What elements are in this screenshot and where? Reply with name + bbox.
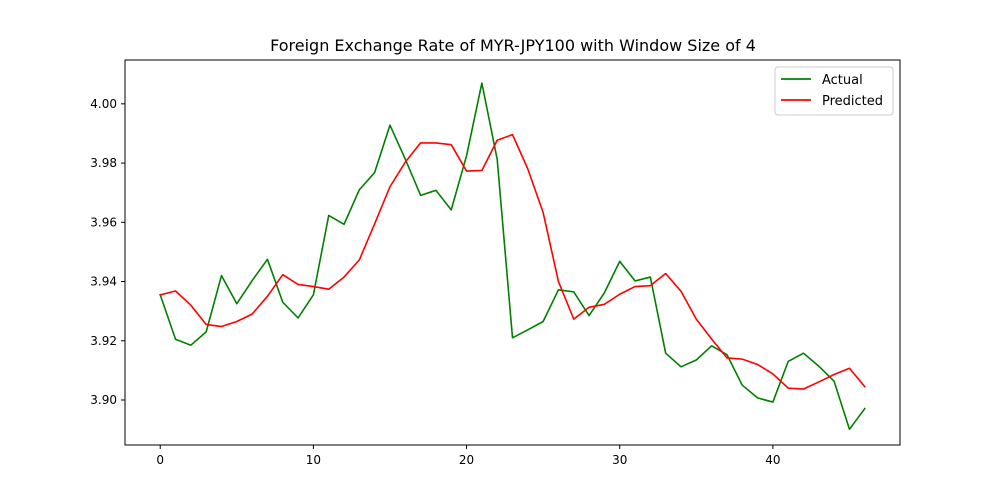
y-tick-label: 3.96 xyxy=(90,215,117,229)
y-tick-label: 4.00 xyxy=(90,97,117,111)
y-tick-label: 3.92 xyxy=(90,334,117,348)
chart-title: Foreign Exchange Rate of MYR-JPY100 with… xyxy=(270,36,756,55)
legend-label-actual: Actual xyxy=(822,73,863,88)
plot-frame xyxy=(124,59,901,446)
x-tick-label: 40 xyxy=(765,453,780,467)
y-tick-label: 3.94 xyxy=(90,275,117,289)
series-lines xyxy=(159,82,866,431)
x-axis: 0 10 20 30 40 xyxy=(156,445,781,467)
x-tick-label: 30 xyxy=(612,453,627,467)
series-line-actual xyxy=(159,82,866,431)
y-tick-label: 3.98 xyxy=(90,156,117,170)
legend-label-predicted: Predicted xyxy=(822,94,883,109)
x-tick-label: 20 xyxy=(459,453,474,467)
legend: Actual Predicted xyxy=(774,66,894,116)
x-tick-label: 10 xyxy=(306,453,321,467)
series-line-predicted xyxy=(159,133,866,390)
x-tick-label: 0 xyxy=(156,453,164,467)
y-axis: 3.90 3.92 3.94 3.96 3.98 4.00 xyxy=(90,97,125,407)
y-tick-label: 3.90 xyxy=(90,393,117,407)
